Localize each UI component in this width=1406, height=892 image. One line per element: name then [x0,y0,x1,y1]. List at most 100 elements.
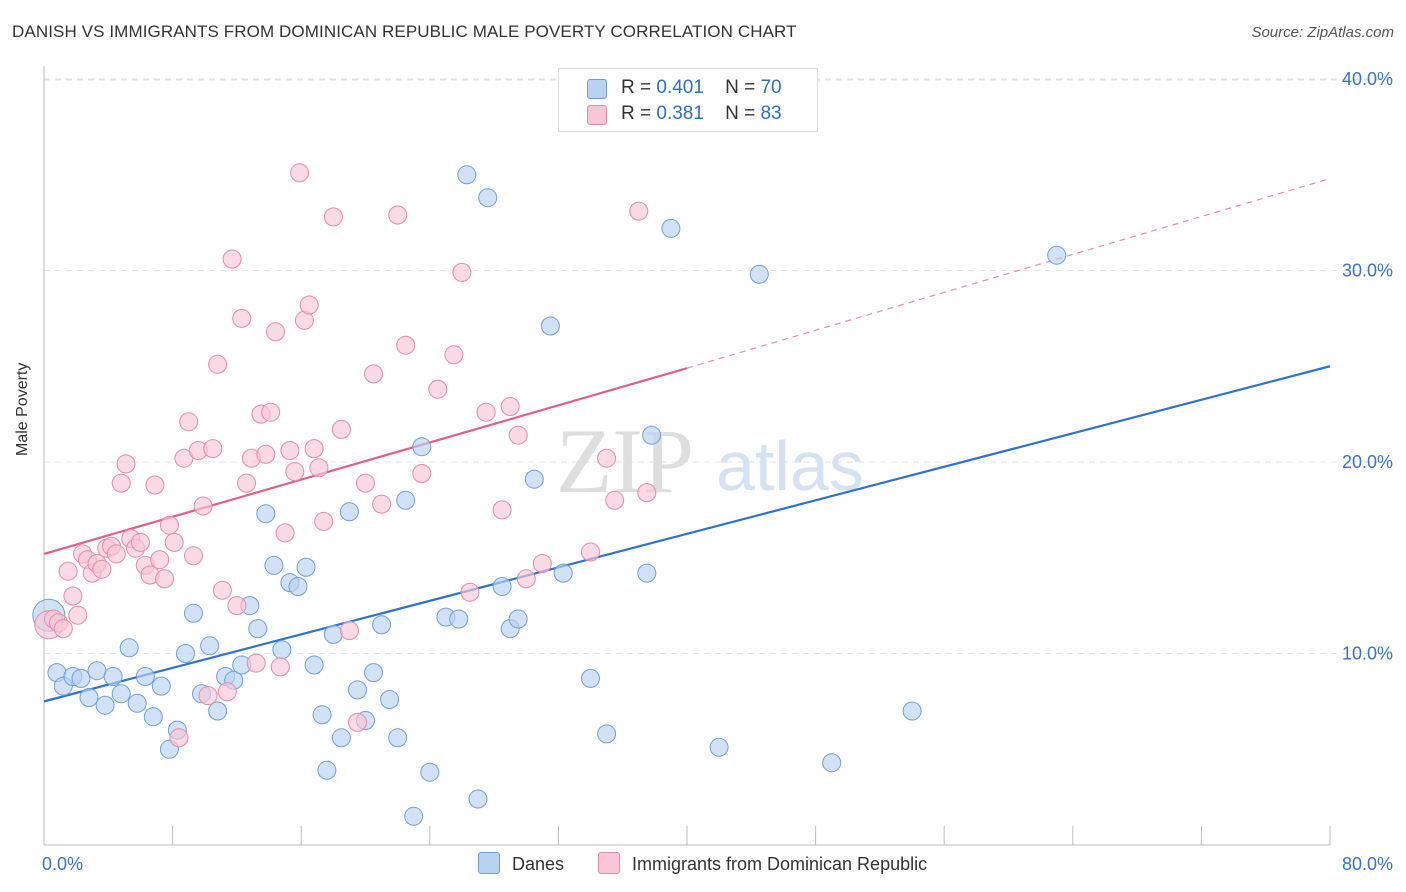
danes-point [176,644,195,663]
bottom-legend-danes: Danes [478,852,564,875]
dominican-point [532,554,552,573]
legend-n-value-danes: 70 [760,77,782,98]
danes-point [256,504,276,524]
danes-point [581,668,600,688]
dominican-point [285,462,305,482]
dominican-point [145,475,165,495]
danes-point [348,680,367,700]
dominican-point [232,308,252,328]
legend-label-danes: Danes [512,854,565,874]
danes-point [709,737,729,757]
danes-point [331,728,351,748]
dominican-point [492,500,512,520]
dominican-point [58,561,78,581]
dominican-point [629,201,649,221]
danes-point [127,693,147,713]
dominican-point [339,621,359,640]
danes-point [200,636,220,656]
dominican-point [164,532,184,552]
danes-point [902,701,922,721]
danes-point [296,557,316,577]
correlation-legend: R = 0.401 N = 70 R = 0.381 N = 83 [558,68,818,132]
danes-point [312,705,332,725]
danes-point [396,490,416,510]
dominican-point [460,582,480,602]
dominican-point [476,402,496,422]
danes-point [388,728,408,748]
danes-point [103,667,123,686]
danes-point [661,218,681,238]
dominican-point [299,295,319,315]
dominican-point [237,473,256,493]
legend-n-label: N = [725,77,756,98]
dominican-point [198,686,218,706]
danes-point [264,555,284,575]
dominican-point [150,550,170,570]
danes-point [637,563,657,583]
danes-point [412,437,432,457]
dominican-point [275,523,295,543]
dominican-point [516,569,536,589]
danes-point [119,638,139,658]
trend-line-dominican-extension [686,178,1331,369]
legend-r-label: R = [621,103,652,124]
watermark-zip: ZIP [556,410,694,512]
dominican-point [227,596,247,616]
dominican-point [605,490,625,510]
dominican-point [179,412,199,432]
dominican-point [68,605,88,625]
trend-line-danes [43,365,1331,703]
dominican-point [116,454,136,474]
legend-n-value-dominican: 83 [760,103,782,124]
danes-point [524,469,544,489]
dominican-point [130,532,150,552]
tick-labels: 10.0% 20.0% 30.0% 40.0% 0.0% 80.0% [42,69,1393,874]
dominican-point [261,402,281,422]
danes-point [553,563,573,583]
dominican-point [388,205,408,225]
dominican-point [372,494,392,514]
chart-title: DANISH VS IMMIGRANTS FROM DOMINICAN REPU… [12,22,797,41]
dominican-point [246,653,266,673]
trend-lines [43,178,1331,703]
dominican-point [270,657,290,677]
dominican-point [304,439,324,459]
grid-lines [44,78,1392,654]
danes-point [404,806,424,826]
dominican-point [356,473,375,493]
legend-r-label: R = [621,77,652,98]
legend-swatch-danes [587,79,607,99]
trend-line-dominican [43,367,688,555]
dominican-point [155,569,175,589]
legend-r-value-dominican: 0.381 [656,103,704,124]
danes-point [248,619,268,639]
dominican-point [111,473,131,493]
danes-point [111,684,131,704]
y-axis-label: Male Poverty [14,362,31,456]
dominican-point [184,546,203,566]
dominican-point [323,207,343,227]
danes-point [540,316,560,336]
dominican-point [290,163,310,183]
source-label: Source: ZipAtlas.com [1251,24,1394,41]
legend-swatch-dominican [587,105,607,125]
dominican-point [203,439,223,459]
dominican-point [280,441,300,460]
danes-point [304,655,324,675]
danes-point [95,695,115,715]
x-tick-label: 0.0% [42,854,83,874]
y-tick-label: 30.0% [1342,261,1393,281]
danes-point [272,640,292,660]
dominican-point [193,496,213,516]
danes-point [323,624,343,644]
dominican-point [63,586,83,606]
dominican-point [396,335,416,355]
dominican-point [106,544,126,564]
axes [43,66,1331,846]
danes-point [135,667,155,686]
danes-point [1047,245,1067,265]
danes-point [79,688,99,707]
y-tick-label: 40.0% [1342,69,1393,89]
danes-point [317,760,337,780]
